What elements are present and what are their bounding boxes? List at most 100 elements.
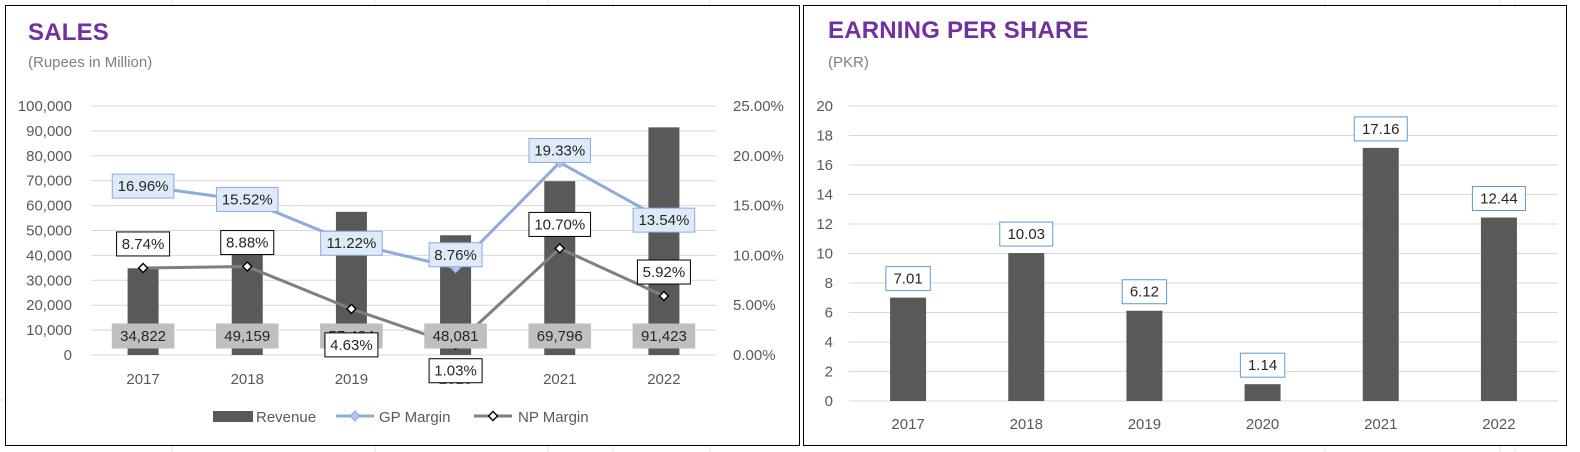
eps-data-label: 10.03 [999, 221, 1054, 247]
eps-data-label-text: 17.16 [1362, 121, 1400, 138]
np-margin-data-label-text: 4.63% [330, 337, 373, 354]
y2-tick-label: 5.00% [733, 297, 776, 314]
np-margin-data-label-box [220, 230, 275, 256]
gp-margin-data-label: 15.52% [215, 186, 279, 212]
y-tick-label: 18 [816, 128, 833, 145]
revenue-data-label-box [632, 323, 696, 349]
x-tick-label: 2021 [1364, 416, 1397, 433]
eps-data-label-box [1471, 186, 1526, 212]
eps-data-label-text: 6.12 [1130, 284, 1159, 301]
legend-np-label: NP Margin [518, 409, 589, 426]
np-margin-data-label-box [324, 332, 379, 358]
revenue-data-label-box [215, 323, 279, 349]
eps-data-label-box [1353, 116, 1408, 142]
eps-data-label-box [885, 266, 931, 292]
np-margin-marker [345, 303, 357, 315]
sales-chart-plot: 100,000 90,000 80,000 70,000 60,000 50,000 40,… [18, 98, 784, 426]
gp-margin-data-label: 8.76% [428, 242, 483, 268]
y-tick-label: 30,000 [26, 272, 72, 289]
eps-chart-title: EARNING PER SHARE [828, 17, 1089, 44]
gp-margin-data-label-text: 13.54% [638, 212, 689, 229]
sales-chart-title: SALES [28, 19, 110, 46]
np-margin-data-label-box [636, 259, 691, 285]
eps-data-label-box [1121, 279, 1168, 305]
legend-revenue-label: Revenue [256, 409, 316, 426]
eps-data-label: 12.44 [1471, 186, 1526, 212]
eps-chart-subtitle: (PKR) [828, 54, 869, 71]
y-tick-label: 50,000 [26, 223, 72, 240]
y2-tick-label: 10.00% [733, 247, 784, 264]
legend: Revenue GP Margin NP Margin [213, 409, 589, 426]
gp-margin-data-label: 13.54% [632, 207, 696, 233]
x-tick-label: 2018 [1010, 416, 1043, 433]
eps-bar [890, 297, 927, 401]
np-margin-marker [658, 290, 670, 302]
x-tick-label: 2017 [891, 416, 924, 433]
gp-margin-data-label-box [428, 242, 483, 268]
x-tick-label: 2022 [647, 371, 680, 388]
np-margin-data-label-box [428, 358, 483, 384]
x-tick-label: 2019 [335, 371, 368, 388]
legend-revenue-swatch [213, 411, 253, 422]
x-tick-label: 2017 [126, 371, 159, 388]
legend-gp-marker [349, 410, 361, 422]
eps-bar [1008, 253, 1045, 401]
y-tick-label: 60,000 [26, 198, 72, 215]
x-tick-label: 2022 [1482, 416, 1515, 433]
gp-margin-data-label: 19.33% [528, 137, 592, 163]
eps-data-label: 7.01 [885, 266, 931, 292]
np-margin-data-label-text: 5.92% [643, 264, 686, 281]
y-tick-label: 0 [64, 347, 72, 364]
gp-margin-data-label-box [320, 230, 383, 256]
eps-data-label-text: 12.44 [1480, 191, 1518, 208]
revenue-data-label: 49,159 [215, 323, 279, 349]
eps-bar [1480, 217, 1517, 401]
y2-tick-label: 0.00% [733, 347, 776, 364]
np-margin-marker [241, 261, 253, 273]
revenue-bar [648, 127, 680, 356]
np-margin-data-label: 4.63% [324, 332, 379, 358]
sales-chart-panel[interactable]: SALES (Rupees in Million) 100,000 90,000 8… [5, 5, 800, 446]
x-tick-label: 2019 [1128, 416, 1161, 433]
np-margin-data-label: 5.92% [636, 259, 691, 285]
np-margin-data-label: 10.70% [528, 211, 592, 237]
gp-margin-data-label-text: 16.96% [118, 178, 169, 195]
y-tick-label: 20,000 [26, 297, 72, 314]
y-tick-label: 80,000 [26, 148, 72, 165]
eps-data-label: 6.12 [1121, 279, 1168, 305]
y-tick-label: 10,000 [26, 322, 72, 339]
eps-chart-panel[interactable]: EARNING PER SHARE (PKR) 20 18 16 14 12 10 8 6 4 2… [803, 5, 1567, 446]
y-tick-label: 12 [816, 216, 833, 233]
np-margin-data-label: 1.03% [428, 358, 483, 384]
np-margin-data-label-text: 8.74% [122, 236, 165, 253]
y2-tick-label: 25.00% [733, 98, 784, 115]
y-tick-label: 8 [825, 275, 833, 292]
y-tick-label: 100,000 [18, 98, 72, 115]
legend-np-marker [487, 410, 499, 422]
np-margin-data-label: 8.74% [116, 231, 171, 257]
gp-margin-data-label: 16.96% [111, 173, 175, 199]
gp-margin-data-label-text: 11.22% [327, 235, 377, 252]
sales-chart-subtitle: (Rupees in Million) [28, 54, 153, 71]
y-tick-label: 6 [825, 305, 833, 322]
gp-margin-data-label-box [111, 173, 175, 199]
eps-data-label-text: 1.14 [1248, 357, 1277, 374]
eps-data-label: 17.16 [1353, 116, 1408, 142]
revenue-data-label: 34,822 [111, 323, 175, 349]
revenue-data-label-text: 91,423 [641, 328, 687, 345]
y-tick-label: 0 [825, 393, 833, 410]
np-margin-data-label-text: 1.03% [434, 363, 477, 380]
y-tick-label: 16 [816, 157, 833, 174]
revenue-data-label: 48,081 [424, 323, 487, 349]
np-margin-data-label-box [116, 231, 171, 257]
x-tick-label: 2020 [1246, 416, 1279, 433]
np-margin-data-label: 8.88% [220, 230, 275, 256]
y-tick-label: 4 [825, 334, 833, 351]
revenue-data-label-box [111, 323, 175, 349]
np-margin-marker [137, 262, 149, 274]
np-margin-data-label-text: 10.70% [534, 216, 585, 233]
revenue-data-label-text: 34,822 [120, 328, 166, 345]
revenue-data-label-text: 48,081 [433, 328, 479, 345]
y2-tick-label: 15.00% [733, 198, 784, 215]
